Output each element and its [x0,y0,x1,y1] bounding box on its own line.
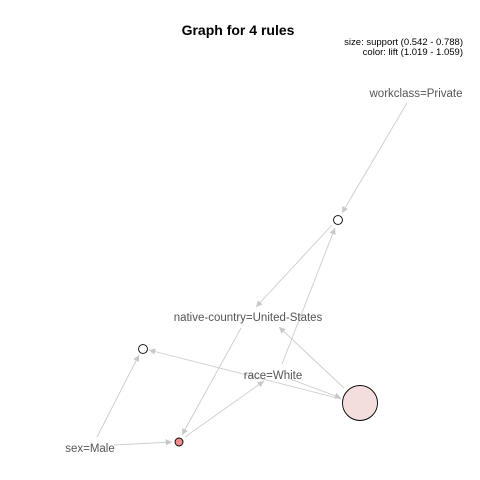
edge-race-to-r1 [281,227,336,365]
rule-node-r3 [342,385,378,421]
legend-color: color: lift (1.019 - 1.059) [363,47,463,58]
item-label-native: native-country=United-States [174,312,323,324]
edge-sex-to-r2 [96,354,140,438]
rule-node-r4 [174,437,184,447]
rule-nodes-layer [138,215,378,447]
item-label-race: race=White [244,370,302,382]
edge-native-to-r4 [181,327,242,436]
graph-title: Graph for 4 rules [182,22,295,38]
edge-r1-to-native [255,224,333,308]
edge-sex-to-r4 [113,439,173,446]
edges-layer [96,102,408,446]
edge-r4-to-race [184,380,265,438]
edge-race-to-r3 [289,378,342,399]
edge-r3-to-r2 [148,348,342,400]
rule-node-r2 [138,344,148,354]
edge-r3-to-native [278,326,345,389]
item-labels-layer: workclass=Private native-country=United-S… [65,88,462,455]
legend-size: size: support (0.542 - 0.788) [344,37,463,48]
edge-workclass-to-r1 [341,102,408,214]
item-label-workclass: workclass=Private [369,88,463,100]
rule-node-r1 [333,215,343,225]
item-label-sex: sex=Male [65,443,115,455]
